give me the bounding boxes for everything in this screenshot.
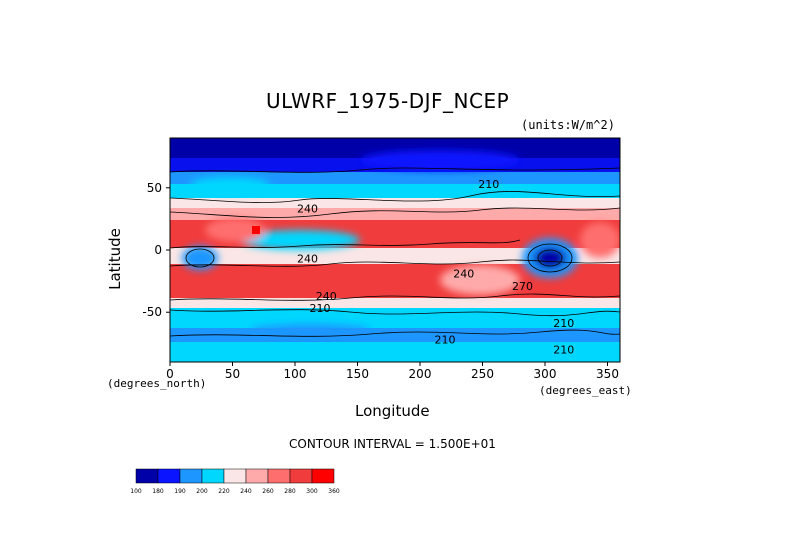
colorbar-level-label: 260: [262, 488, 274, 495]
colorbar-swatch: [223, 468, 247, 484]
colorbar-swatch: [179, 468, 203, 484]
x-tick-label: 200: [409, 367, 432, 381]
contour-label: 210: [553, 317, 574, 330]
colorbar-swatch: [267, 468, 291, 484]
colorbar-swatch: [311, 468, 335, 484]
colorbar-swatch: [245, 468, 269, 484]
contour-label: 240: [316, 290, 337, 303]
colorbar-level-label: 280: [284, 488, 296, 495]
axis-ticks: 0 50 100 150 200 250 300 350 -50 0 50: [142, 181, 619, 381]
x-tick-label: 0: [166, 367, 174, 381]
chart-title: ULWRF_1975-DJF_NCEP: [266, 89, 510, 113]
contour-label: 240: [297, 203, 318, 216]
contour-label: 240: [297, 252, 318, 265]
colorbar-level-label: 200: [196, 488, 208, 495]
colorbar-level-label: 360: [328, 488, 340, 495]
colorbar-level-label: 240: [240, 488, 252, 495]
x-tick-label: 350: [596, 367, 619, 381]
contour-label: 240: [453, 267, 474, 280]
units-label: (units:W/m^2): [521, 118, 615, 132]
colorbar-level-label: 300: [306, 488, 318, 495]
contour-label: 210: [553, 343, 574, 356]
x-axis-note-left: (degrees_north): [107, 377, 207, 390]
x-tick-label: 150: [346, 367, 369, 381]
colorbar-level-label: 220: [218, 488, 230, 495]
x-tick-label: 100: [284, 367, 307, 381]
y-tick-label: 0: [154, 243, 162, 257]
x-tick-label: 250: [471, 367, 494, 381]
x-axis-note-right: (degrees_east): [539, 384, 632, 397]
contour-label: 210: [435, 333, 456, 346]
colorbar-level-label: 190: [174, 488, 186, 495]
x-tick-label: 50: [225, 367, 240, 381]
contour-label: 270: [512, 280, 533, 293]
x-tick-label: 300: [534, 367, 557, 381]
colorbar-swatch: [157, 468, 181, 484]
colorbar-level-label: 180: [152, 488, 164, 495]
colorbar-swatch: [201, 468, 225, 484]
contour-interval: CONTOUR INTERVAL = 1.500E+01: [289, 437, 496, 451]
y-tick-label: 50: [147, 181, 162, 195]
colorbar-swatch: [289, 468, 313, 484]
contour-label: 210: [310, 302, 331, 315]
heatmap-field: [170, 138, 620, 362]
colorbar: 100 180 190 200 220 240 260 280 300 360: [130, 468, 340, 495]
x-axis-label: Longitude: [355, 402, 430, 420]
y-tick-label: -50: [142, 305, 162, 319]
colorbar-level-label: 100: [130, 488, 142, 495]
colorbar-swatch: [135, 468, 159, 484]
contour-label: 210: [478, 178, 499, 191]
